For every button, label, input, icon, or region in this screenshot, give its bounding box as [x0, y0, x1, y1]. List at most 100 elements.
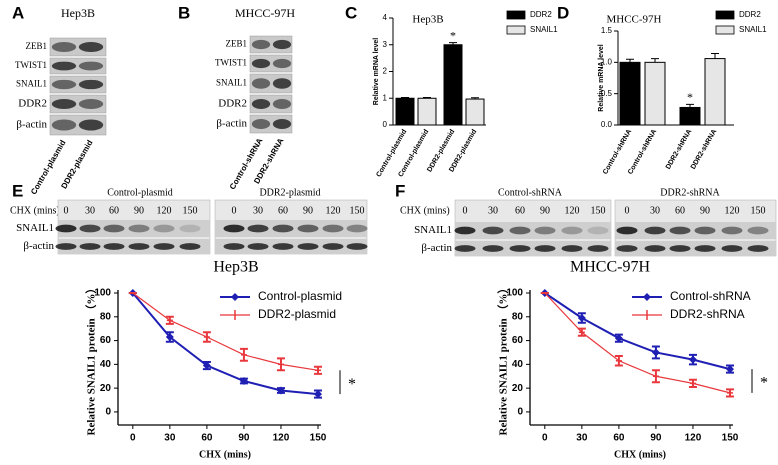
blot-row-label: TWIST1 — [15, 60, 47, 70]
marker — [726, 365, 734, 374]
blot-band — [272, 243, 294, 250]
x-tick-label: DDR2-shRNA — [665, 128, 693, 170]
blot-row-label: TWIST1 — [215, 58, 247, 68]
chart-title: MHCC-97H — [606, 14, 661, 26]
y-tick-label: 4 — [383, 13, 388, 22]
blot-band — [153, 243, 175, 250]
y-tick-label: 0.5 — [601, 89, 613, 98]
blot-band — [272, 224, 294, 233]
time-label: 150 — [591, 205, 606, 216]
legend-swatch — [506, 25, 526, 35]
blot-band — [79, 224, 101, 233]
blot-band — [272, 58, 292, 69]
time-label: 120 — [157, 205, 172, 216]
y-tick-label: 0 — [517, 407, 523, 418]
blot-band — [251, 78, 271, 89]
blot-band — [694, 226, 716, 235]
legend-label: Control-shRNA — [670, 289, 751, 303]
blot-title: MHCC-97H — [235, 6, 295, 20]
blot-band — [247, 224, 269, 233]
time-label: 30 — [253, 205, 263, 216]
time-label: 90 — [540, 205, 550, 216]
blot-band — [51, 79, 77, 90]
legend-label: SNAIL1 — [530, 25, 558, 34]
chart-title: Hep3B — [213, 259, 258, 276]
x-tick-label: 60 — [201, 433, 213, 444]
y-axis-label: Relative mRNA level — [373, 38, 380, 105]
blot-band — [669, 226, 691, 235]
error-bar — [423, 96, 431, 99]
y-tick-label: 60 — [512, 335, 524, 346]
x-tick-label: 150 — [722, 433, 739, 444]
x-tick-label: 30 — [164, 433, 176, 444]
x-tick-label: 90 — [238, 433, 250, 444]
marker — [577, 313, 586, 322]
series-line — [544, 292, 731, 394]
series-line — [132, 292, 319, 371]
blot-row-label: DDR2 — [18, 98, 47, 110]
bar — [679, 106, 701, 126]
blot-band — [78, 119, 104, 131]
x-tick-label: DDR2-shRNA — [690, 128, 718, 170]
time-axis-label: CHX (mins) — [400, 205, 450, 216]
y-tick-label: 3 — [383, 40, 388, 49]
y-tick-label: 80 — [100, 311, 112, 322]
blot-band — [78, 79, 104, 90]
error-bar — [626, 58, 634, 63]
significance-mark: * — [760, 375, 768, 392]
x-tick-label: 0 — [130, 433, 136, 444]
y-tick-label: 1 — [383, 93, 388, 102]
y-axis-label: Relative SNAIL1 protein （%） — [497, 283, 510, 436]
blot-band — [103, 224, 125, 233]
time-label: 90 — [700, 205, 710, 216]
y-tick-label: 0 — [383, 120, 388, 129]
blot-row-label: ZEB1 — [226, 39, 248, 49]
blot-band — [454, 245, 476, 252]
y-tick-label: 80 — [512, 311, 524, 322]
panel-label: A — [12, 3, 24, 22]
blot-row-label: β-actin — [216, 118, 247, 130]
series-line — [544, 292, 731, 371]
error-bar — [449, 42, 457, 45]
blot-band — [272, 119, 292, 129]
legend-label: SNAIL1 — [739, 25, 767, 34]
time-label: 60 — [675, 205, 685, 216]
blot-band — [561, 226, 583, 235]
y-tick-label: 1.5 — [601, 26, 613, 35]
blot-strip — [455, 222, 611, 239]
blot-band — [223, 224, 245, 233]
blot-band — [78, 42, 104, 52]
legend-swatch — [715, 25, 735, 35]
x-tick-label: 120 — [273, 433, 290, 444]
bar — [465, 98, 485, 126]
y-axis-label: Relative SNAIL1 protein （%） — [85, 283, 98, 436]
panel-label: F — [395, 181, 405, 200]
legend-marker — [643, 293, 651, 301]
legend-label: DDR2 — [739, 10, 761, 19]
blot-row-label: β-actin — [421, 242, 452, 254]
series-line — [132, 292, 319, 396]
x-tick-label: 120 — [685, 433, 702, 444]
blot-band — [644, 245, 666, 252]
blot-band — [272, 78, 292, 89]
bar — [704, 58, 726, 126]
bar — [417, 97, 437, 126]
blot-band — [587, 226, 609, 235]
legend-swatch — [715, 10, 735, 20]
blot-band — [103, 243, 125, 250]
blot-band — [251, 39, 271, 50]
significance-mark: * — [450, 28, 456, 42]
time-label: 30 — [85, 205, 95, 216]
blot-row-label: SNAIL1 — [216, 78, 247, 88]
error-bar — [711, 53, 719, 59]
group-header: DDR2-shRNA — [660, 187, 720, 198]
blot-band — [454, 226, 476, 235]
bar — [619, 61, 641, 126]
panel-label: C — [345, 3, 357, 22]
group-header: Control-shRNA — [498, 187, 563, 198]
blot-band — [509, 226, 531, 235]
blot-band — [721, 226, 743, 235]
legend-label: DDR2-shRNA — [670, 307, 745, 321]
legend-swatch — [506, 10, 526, 20]
